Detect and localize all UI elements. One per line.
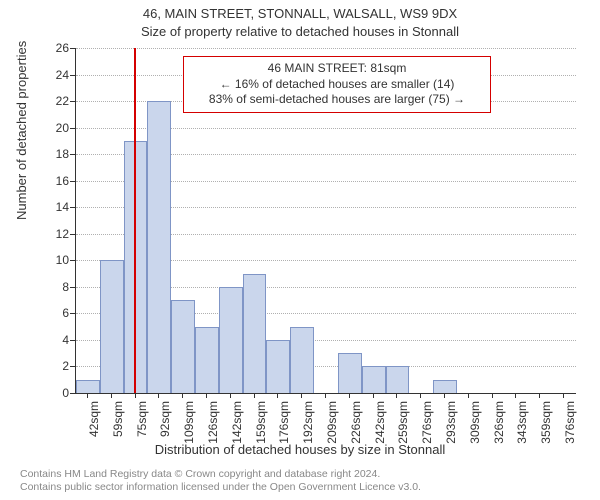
plot-area: 46 MAIN STREET: 81sqm ← 16% of detached … — [75, 48, 576, 394]
y-tick-label: 12 — [41, 227, 69, 241]
y-tick-label: 14 — [41, 200, 69, 214]
y-tick-label: 26 — [41, 41, 69, 55]
x-tick-mark — [230, 393, 231, 398]
y-tick-label: 20 — [41, 121, 69, 135]
footer-line-1: Contains HM Land Registry data © Crown c… — [20, 468, 421, 481]
y-axis-label: Number of detached properties — [14, 41, 29, 220]
x-tick-mark — [349, 393, 350, 398]
histogram-bar — [290, 327, 314, 393]
info-line-1: 46 MAIN STREET: 81sqm — [192, 61, 482, 77]
y-tick-label: 22 — [41, 94, 69, 108]
histogram-bar — [100, 260, 124, 393]
x-tick-mark — [135, 393, 136, 398]
y-tick-label: 16 — [41, 174, 69, 188]
gridline — [76, 48, 576, 49]
chart-container: 46, MAIN STREET, STONNALL, WALSALL, WS9 … — [0, 0, 600, 500]
histogram-bar — [386, 366, 410, 393]
histogram-bar — [219, 287, 243, 393]
histogram-bar — [195, 327, 219, 393]
x-tick-mark — [492, 393, 493, 398]
footer-attribution: Contains HM Land Registry data © Crown c… — [20, 468, 421, 494]
x-tick-mark — [373, 393, 374, 398]
histogram-bar — [147, 101, 171, 393]
chart-title-sub: Size of property relative to detached ho… — [0, 24, 600, 39]
info-box: 46 MAIN STREET: 81sqm ← 16% of detached … — [183, 56, 491, 113]
x-tick-mark — [468, 393, 469, 398]
x-axis-label: Distribution of detached houses by size … — [0, 442, 600, 457]
x-tick-mark — [111, 393, 112, 398]
x-tick-mark — [539, 393, 540, 398]
x-tick-mark — [325, 393, 326, 398]
y-tick-label: 2 — [41, 359, 69, 373]
x-tick-mark — [301, 393, 302, 398]
y-tick-label: 0 — [41, 386, 69, 400]
x-tick-mark — [277, 393, 278, 398]
y-tick-label: 18 — [41, 147, 69, 161]
x-tick-mark — [420, 393, 421, 398]
histogram-bar — [338, 353, 362, 393]
histogram-bar — [433, 380, 457, 393]
y-tick-label: 6 — [41, 306, 69, 320]
y-tick-label: 4 — [41, 333, 69, 347]
x-tick-mark — [158, 393, 159, 398]
x-tick-mark — [182, 393, 183, 398]
x-tick-mark — [206, 393, 207, 398]
histogram-bar — [362, 366, 386, 393]
histogram-bar — [76, 380, 100, 393]
y-tick-label: 24 — [41, 68, 69, 82]
info-line-2: ← 16% of detached houses are smaller (14… — [192, 77, 482, 93]
chart-title-main: 46, MAIN STREET, STONNALL, WALSALL, WS9 … — [0, 6, 600, 21]
x-tick-mark — [87, 393, 88, 398]
footer-line-2: Contains public sector information licen… — [20, 481, 421, 494]
x-tick-mark — [444, 393, 445, 398]
histogram-bar — [266, 340, 290, 393]
x-tick-mark — [563, 393, 564, 398]
x-tick-mark — [396, 393, 397, 398]
histogram-bar — [171, 300, 195, 393]
histogram-bar — [243, 274, 267, 393]
y-tick-label: 10 — [41, 253, 69, 267]
property-indicator-line — [134, 48, 136, 393]
y-tick-label: 8 — [41, 280, 69, 294]
x-tick-mark — [254, 393, 255, 398]
info-line-3: 83% of semi-detached houses are larger (… — [192, 92, 482, 108]
x-tick-mark — [515, 393, 516, 398]
